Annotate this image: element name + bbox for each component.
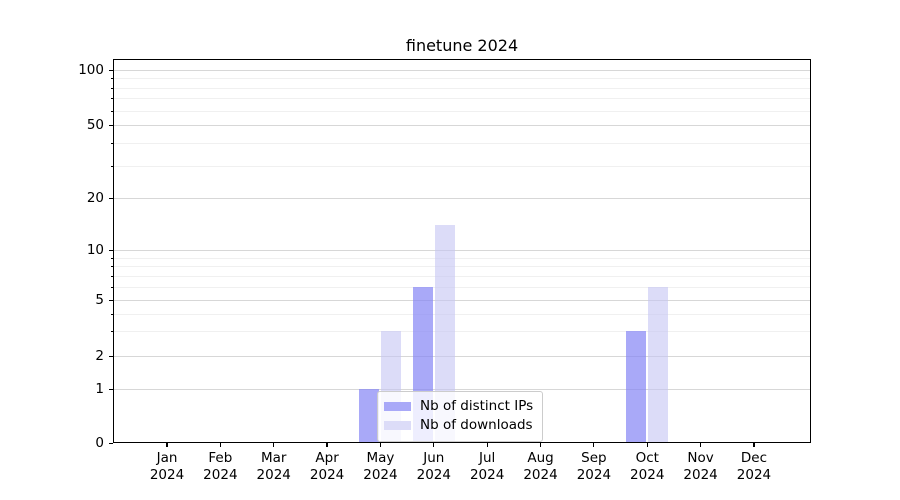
legend: Nb of distinct IPs Nb of downloads: [377, 391, 544, 442]
x-tick: [273, 443, 275, 447]
x-tick: [700, 443, 702, 447]
y-tick-label: 10: [86, 242, 104, 258]
x-tick-label: Dec 2024: [736, 450, 772, 483]
x-tick-label: Jul 2024: [469, 450, 505, 483]
legend-label-distinct-ips: Nb of distinct IPs: [420, 398, 534, 414]
gridline-minor: [113, 313, 811, 315]
y-minor-tick: [110, 87, 113, 89]
y-tick: [109, 69, 113, 71]
axes-spines: [113, 59, 811, 443]
chart-title: finetune 2024: [405, 36, 519, 55]
y-tick: [109, 299, 113, 301]
x-tick-label: Oct 2024: [630, 450, 665, 483]
legend-swatch-downloads: [384, 421, 411, 430]
gridline-minor: [113, 286, 811, 288]
gridline-major: [113, 250, 811, 251]
y-tick-label: 20: [86, 190, 104, 206]
x-tick: [593, 443, 595, 447]
x-tick: [753, 443, 755, 447]
x-tick-label: May 2024: [363, 450, 398, 483]
gridline-minor: [113, 98, 811, 100]
y-tick-label: 2: [95, 348, 104, 364]
x-tick: [486, 443, 488, 447]
gridline-minor: [113, 266, 811, 268]
y-tick: [109, 197, 113, 199]
gridline-major: [113, 70, 811, 71]
y-minor-tick: [110, 98, 113, 100]
y-tick: [109, 355, 113, 357]
gridline-minor: [113, 78, 811, 80]
y-tick-label: 5: [95, 292, 104, 308]
x-tick-label: Apr 2024: [309, 450, 345, 483]
gridline-major: [113, 389, 811, 390]
gridline-major: [113, 300, 811, 301]
y-tick-label: 100: [78, 62, 104, 78]
y-minor-tick: [110, 165, 113, 167]
legend-swatch-distinct-ips: [384, 402, 411, 411]
x-tick: [379, 443, 382, 447]
y-minor-tick: [110, 313, 113, 315]
legend-label-downloads: Nb of downloads: [420, 417, 533, 433]
y-tick: [109, 442, 113, 444]
legend-item-downloads: Nb of downloads: [384, 416, 533, 435]
x-tick-label: Aug 2024: [523, 450, 558, 483]
x-tick-label: Jan 2024: [149, 450, 185, 483]
gridline-minor: [113, 275, 811, 277]
x-tick-label: Feb 2024: [203, 450, 238, 483]
gridline-major: [113, 125, 811, 126]
x-tick: [646, 443, 648, 447]
y-minor-tick: [110, 257, 113, 259]
legend-item-distinct-ips: Nb of distinct IPs: [384, 397, 533, 416]
bar-downloads: [648, 286, 669, 443]
x-tick-label: Sep 2024: [576, 450, 612, 483]
x-tick-label: Nov 2024: [683, 450, 718, 483]
gridline-minor: [113, 110, 811, 112]
x-tick-label: Mar 2024: [256, 450, 291, 483]
x-tick: [219, 443, 221, 447]
y-minor-tick: [110, 331, 113, 333]
y-tick-label: 50: [86, 117, 104, 133]
gridline-major: [113, 356, 811, 357]
gridline-minor: [113, 142, 811, 144]
y-tick-label: 1: [95, 381, 104, 397]
gridline-minor: [113, 257, 811, 259]
y-minor-tick: [110, 275, 113, 277]
y-tick-label: 0: [95, 435, 104, 451]
x-tick: [326, 443, 328, 447]
y-tick: [109, 388, 113, 390]
x-tick: [166, 443, 168, 447]
bar-distinct-ips: [359, 389, 380, 443]
gridline-minor: [113, 87, 811, 89]
plot-area: Nb of distinct IPs Nb of downloads: [113, 59, 811, 443]
y-minor-tick: [110, 110, 113, 112]
y-minor-tick: [110, 78, 113, 80]
bar-downloads: [434, 224, 455, 443]
y-minor-tick: [110, 266, 113, 268]
bar-distinct-ips: [626, 331, 647, 443]
y-minor-tick: [110, 286, 113, 288]
y-minor-tick: [110, 142, 113, 144]
x-tick: [539, 443, 542, 447]
x-tick: [433, 443, 435, 447]
y-tick: [109, 249, 113, 251]
gridline-minor: [113, 165, 811, 167]
x-tick-label: Jun 2024: [416, 450, 451, 483]
gridline-minor: [113, 331, 811, 333]
y-tick: [109, 124, 113, 126]
gridline-major: [113, 198, 811, 199]
